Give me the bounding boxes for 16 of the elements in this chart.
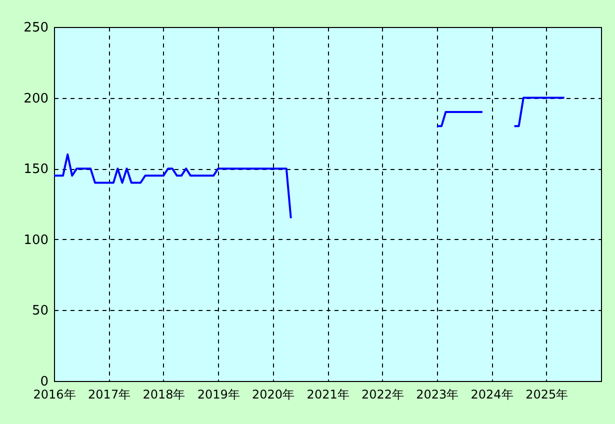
x-tick-label: 2020年 bbox=[252, 388, 295, 402]
x-tick-label: 2023年 bbox=[416, 388, 459, 402]
y-tick-label: 50 bbox=[32, 304, 48, 319]
x-tick-label: 2019年 bbox=[197, 388, 240, 402]
y-tick-label: 150 bbox=[24, 162, 48, 178]
x-tick-label: 2018年 bbox=[142, 388, 186, 402]
x-tick-label: 2024年 bbox=[470, 388, 514, 402]
y-tick-label: 0 bbox=[40, 374, 48, 390]
y-tick-label: 200 bbox=[24, 91, 48, 106]
y-tick-label: 100 bbox=[24, 232, 48, 248]
x-tick-label: 2017年 bbox=[88, 388, 131, 402]
x-tick-label: 2025年 bbox=[526, 388, 568, 402]
x-tick-label: 2016年 bbox=[33, 388, 76, 402]
x-tick-label: 2022年 bbox=[361, 388, 404, 402]
x-tick-label: 2021年 bbox=[306, 388, 350, 402]
y-tick-label: 250 bbox=[24, 20, 48, 36]
